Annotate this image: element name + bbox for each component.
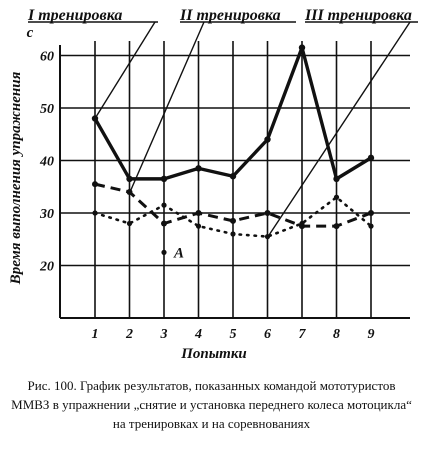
series-1-point [264, 136, 271, 143]
chart-ticks: 20 30 40 50 60 1 2 3 4 5 6 7 8 9 [39, 50, 375, 343]
x-tick-label: 2 [125, 327, 133, 342]
series-3-point [92, 210, 98, 216]
series-1-point [367, 154, 375, 162]
series-2-point [195, 210, 202, 216]
line-chart: 20 30 40 50 60 1 2 3 4 5 6 7 8 9 I тренировка II трени… [8, 7, 418, 362]
x-tick-label: 8 [333, 327, 340, 342]
chart-series [91, 44, 375, 255]
legend-leader-1 [94, 21, 156, 119]
series-1-point [126, 175, 133, 183]
series-2-point [161, 220, 167, 227]
series-2-point [264, 210, 271, 216]
series-3-point [126, 220, 133, 227]
legend-label-3: III тренировка [304, 7, 412, 24]
x-tick-label: 3 [160, 327, 168, 342]
legend-leader-2 [129, 21, 205, 193]
series-3-point [230, 231, 236, 237]
series-1-point [229, 173, 237, 180]
series-3-point [368, 223, 374, 229]
series-1-point [333, 175, 340, 183]
chart-grid [59, 41, 410, 319]
legend-label-1: I тренировка [27, 7, 122, 24]
x-tick-label: 7 [299, 327, 307, 342]
y-unit-label: с [27, 25, 34, 41]
annotation-a: A [173, 245, 184, 261]
series-1-point [195, 165, 202, 172]
annotation-a-point [161, 249, 167, 255]
series-1-point [160, 175, 168, 183]
y-tick-label: 30 [39, 207, 54, 222]
x-tick-label: 5 [230, 327, 237, 342]
series-2-point [230, 217, 236, 224]
x-tick-label: 9 [368, 327, 375, 342]
y-axis-label: Время выполнения упражнения [8, 71, 24, 285]
legend-label-2: II тренировка [179, 7, 281, 24]
series-1-point [298, 44, 306, 51]
x-axis-label: Попытки [180, 346, 247, 362]
legend-leader-3 [267, 21, 411, 238]
series-3-point [299, 220, 305, 227]
y-tick-label: 50 [40, 102, 54, 117]
series-2-point [333, 223, 340, 230]
x-tick-label: 4 [194, 327, 202, 342]
series-2-point [92, 181, 98, 188]
y-tick-label: 40 [39, 155, 54, 170]
series-2-point [368, 210, 374, 216]
y-tick-label: 60 [40, 50, 54, 65]
x-tick-label: 1 [92, 327, 99, 342]
series-3-point [161, 202, 167, 208]
x-tick-label: 6 [264, 327, 271, 342]
figure-caption: Рис. 100. График результатов, показанных… [11, 378, 412, 431]
chart-legend: I тренировка II тренировка III тренировка [27, 7, 418, 238]
series-3-point [195, 223, 202, 229]
y-tick-label: 20 [39, 260, 54, 275]
series-3-point [333, 194, 340, 200]
